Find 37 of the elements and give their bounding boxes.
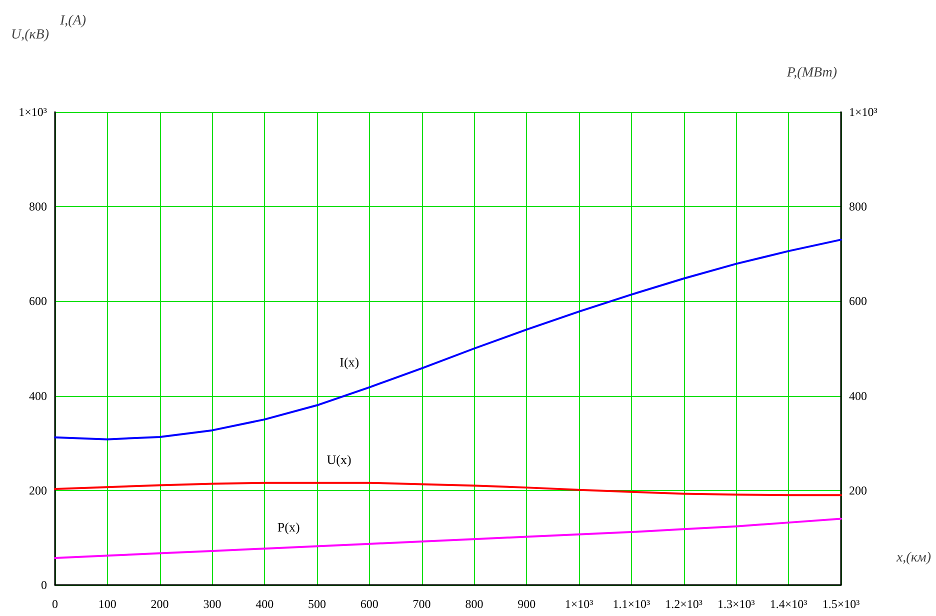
x-tick-label: 900 bbox=[518, 597, 536, 611]
x-tick-label: 800 bbox=[465, 597, 484, 611]
x-tick-label: 200 bbox=[150, 597, 169, 611]
series-label: I(x) bbox=[340, 354, 360, 370]
y-tick-label: 600 bbox=[29, 294, 47, 308]
y-tick-label: 800 bbox=[29, 200, 47, 214]
y-tick-label: 0 bbox=[41, 578, 47, 592]
x-tick-label: 1.3×10³ bbox=[718, 597, 756, 611]
line-series bbox=[54, 238, 842, 440]
y-tick-label: 200 bbox=[29, 483, 47, 498]
series-label: P(x) bbox=[277, 520, 300, 535]
x-tick-label: 300 bbox=[203, 597, 222, 611]
y-tick-label: 1×10³ bbox=[18, 105, 48, 119]
x-tick-label: 100 bbox=[98, 597, 116, 611]
y2-tick-label: 600 bbox=[849, 294, 867, 308]
x-tick-label: 0 bbox=[52, 597, 58, 611]
y2-tick-label: 1×10³ bbox=[849, 105, 878, 119]
line-series bbox=[54, 482, 842, 496]
x-tick-label: 1.4×10³ bbox=[770, 597, 808, 611]
x-tick-label: 700 bbox=[412, 597, 431, 611]
x-tick-label: 1×10³ bbox=[564, 597, 594, 611]
x-axis-title: x,(км) bbox=[895, 550, 932, 566]
y2-tick-label: 800 bbox=[849, 200, 867, 214]
text: I,(А) bbox=[59, 14, 86, 28]
y2-axis-title: P,(МВт) bbox=[786, 66, 838, 80]
y-axis-title: U,(кВ) bbox=[10, 28, 50, 42]
series-label: U(x) bbox=[326, 452, 352, 467]
y2-tick-label: 400 bbox=[849, 388, 867, 403]
x-tick-label: 1.5×10³ bbox=[822, 597, 860, 611]
x-tick-label: 500 bbox=[308, 597, 326, 611]
x-tick-label: 600 bbox=[360, 597, 378, 611]
y2-tick-label: 200 bbox=[849, 483, 867, 498]
x-tick-label: 400 bbox=[256, 597, 274, 611]
x-tick-label: 1.2×10³ bbox=[665, 597, 703, 611]
y-tick-label: 400 bbox=[29, 388, 47, 403]
x-tick-label: 1.1×10³ bbox=[612, 597, 650, 611]
line-series bbox=[54, 518, 842, 560]
